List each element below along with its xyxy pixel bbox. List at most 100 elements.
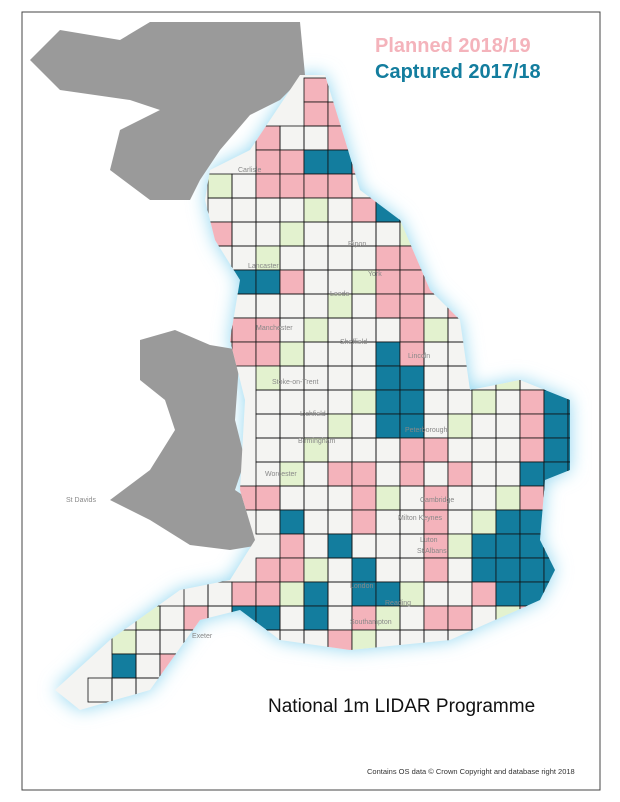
tile xyxy=(495,509,521,535)
tile xyxy=(351,197,377,223)
footer: Contains OS data © Crown Copyright and d… xyxy=(367,767,575,776)
tile xyxy=(303,149,329,175)
scotland xyxy=(30,22,305,200)
tile xyxy=(255,269,281,295)
tile xyxy=(375,413,401,439)
place-label: Sheffield xyxy=(340,339,367,346)
tile xyxy=(399,389,425,415)
place-label: Milton Keynes xyxy=(398,515,442,522)
place-label: Exeter xyxy=(192,633,213,640)
place-label: Birmingham xyxy=(298,438,336,445)
tile xyxy=(327,149,353,175)
tile xyxy=(231,341,257,367)
tile xyxy=(519,413,545,439)
tile xyxy=(375,605,401,631)
tile xyxy=(327,533,353,559)
tile xyxy=(399,341,425,367)
tile xyxy=(231,317,257,343)
tile xyxy=(327,461,353,487)
tile xyxy=(279,581,305,607)
tile xyxy=(279,173,305,199)
tile xyxy=(471,533,497,559)
legend-planned: Planned 2018/19 xyxy=(375,35,531,57)
tile xyxy=(303,173,329,199)
wales xyxy=(110,330,265,550)
tile xyxy=(279,149,305,175)
tile xyxy=(519,485,545,511)
place-label: York xyxy=(368,271,382,278)
tile xyxy=(303,197,329,223)
tile xyxy=(351,389,377,415)
tile xyxy=(423,317,449,343)
place-label: Lichfield xyxy=(300,411,326,418)
legend-captured: Captured 2017/18 xyxy=(375,61,541,83)
tile xyxy=(351,509,377,535)
tile xyxy=(519,509,545,535)
tile xyxy=(303,317,329,343)
tile xyxy=(279,269,305,295)
tile xyxy=(351,461,377,487)
tile xyxy=(327,293,353,319)
tile xyxy=(279,557,305,583)
tile xyxy=(375,581,401,607)
tile xyxy=(471,581,497,607)
tile xyxy=(399,317,425,343)
tile xyxy=(255,581,281,607)
place-label: Southampton xyxy=(350,619,392,626)
tile xyxy=(399,293,425,319)
tile xyxy=(471,389,497,415)
tile xyxy=(255,317,281,343)
place-label: St Davids xyxy=(66,497,96,504)
place-label: Lancaster xyxy=(248,263,279,270)
place-label: Lincoln xyxy=(408,353,430,360)
tile xyxy=(303,557,329,583)
tile xyxy=(519,437,545,463)
tile xyxy=(279,341,305,367)
place-label: Carlisle xyxy=(238,167,261,174)
tile xyxy=(255,485,281,511)
tile xyxy=(327,413,353,439)
tile xyxy=(519,533,545,559)
tile xyxy=(279,533,305,559)
tile xyxy=(375,485,401,511)
tile xyxy=(207,173,233,199)
tile xyxy=(447,533,473,559)
tile xyxy=(567,413,570,439)
place-label: Cambridge xyxy=(420,497,454,504)
tile xyxy=(567,389,570,415)
tile xyxy=(375,341,401,367)
tile xyxy=(519,557,545,583)
place-label: Manchester xyxy=(256,325,293,332)
tile xyxy=(351,485,377,511)
tile xyxy=(399,461,425,487)
tile xyxy=(471,557,497,583)
places: Carlisle Lancaster Ripon York Leeds Mancheste… xyxy=(66,167,454,640)
tile xyxy=(543,437,569,463)
tile xyxy=(375,245,401,271)
tile xyxy=(543,413,569,439)
tile xyxy=(519,389,545,415)
tile xyxy=(399,269,425,295)
tile xyxy=(495,557,521,583)
place-label: Reading xyxy=(385,600,411,607)
tile xyxy=(303,101,329,127)
tile xyxy=(327,173,353,199)
tile xyxy=(495,581,521,607)
tile xyxy=(495,485,521,511)
tile xyxy=(303,77,329,103)
place-label: St Albans xyxy=(417,548,447,555)
tile xyxy=(303,581,329,607)
tile xyxy=(423,509,449,535)
tile xyxy=(255,341,281,367)
tile xyxy=(471,509,497,535)
tile xyxy=(255,557,281,583)
tile xyxy=(519,461,545,487)
place-label: Luton xyxy=(420,537,438,544)
tile xyxy=(279,221,305,247)
tile xyxy=(231,581,257,607)
tile xyxy=(423,437,449,463)
tile xyxy=(399,437,425,463)
tile xyxy=(423,557,449,583)
tile xyxy=(111,653,137,679)
